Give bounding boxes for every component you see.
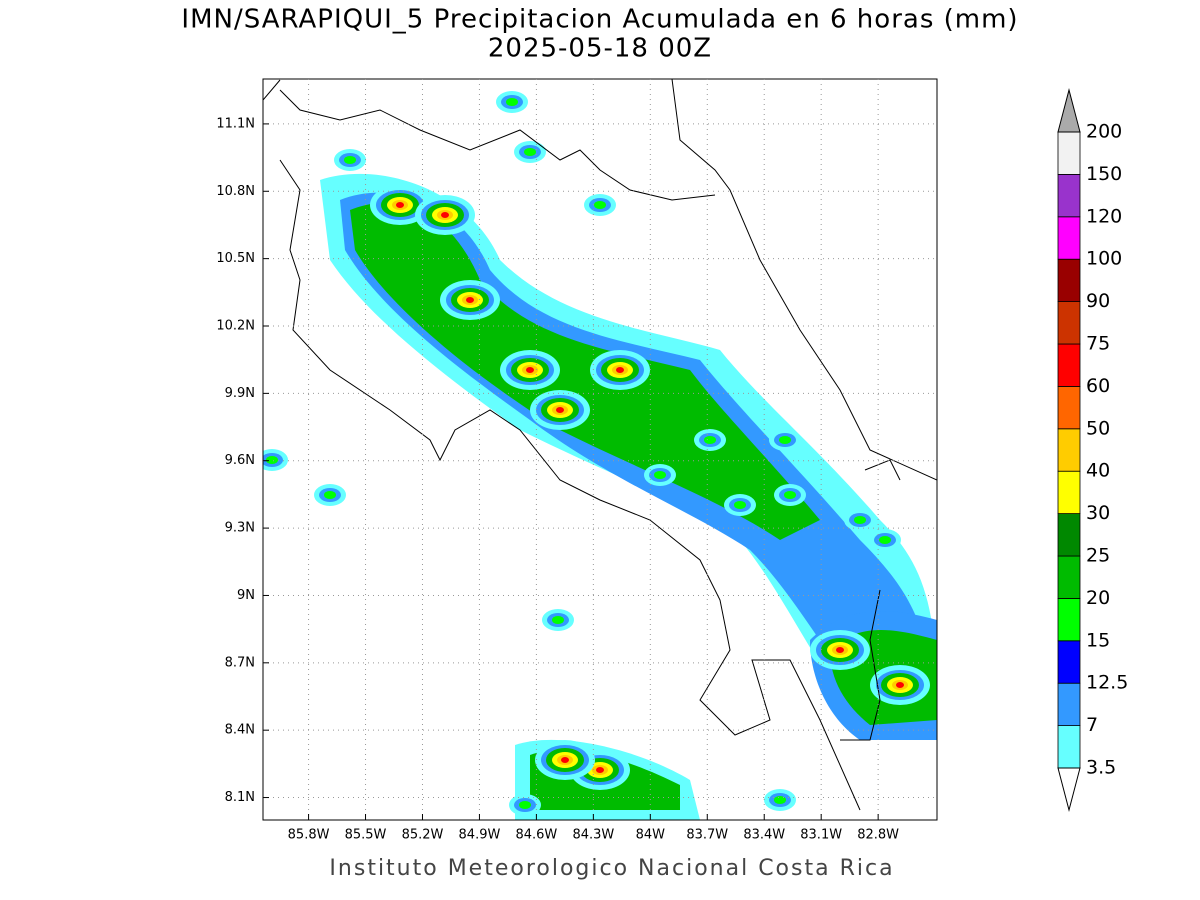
colorbar-box bbox=[1057, 173, 1081, 218]
colorbar-label: 150 bbox=[1086, 163, 1122, 185]
storm-cell bbox=[500, 350, 560, 390]
colorbar-box bbox=[1057, 258, 1081, 303]
colorbar-box bbox=[1057, 216, 1081, 260]
x-tick-label: 85.2W bbox=[402, 828, 444, 843]
shower-cell bbox=[724, 494, 756, 516]
x-tick-label: 83.1W bbox=[800, 828, 842, 843]
y-tick-label: 9N bbox=[237, 588, 255, 603]
colorbar-box bbox=[1057, 725, 1081, 769]
colorbar-box bbox=[1057, 343, 1081, 387]
storm-cell bbox=[810, 630, 870, 670]
shower-cell bbox=[263, 449, 288, 471]
colorbar-box bbox=[1057, 428, 1081, 472]
colorbar-box bbox=[1057, 470, 1081, 515]
rain-area bbox=[350, 202, 820, 540]
y-tick-label: 9.9N bbox=[225, 386, 255, 401]
colorbar-label: 25 bbox=[1086, 545, 1110, 567]
colorbar-box bbox=[1057, 598, 1081, 642]
colorbar-label: 60 bbox=[1086, 375, 1110, 397]
shower-cell bbox=[496, 91, 528, 113]
map-frame bbox=[262, 78, 938, 821]
colorbar-label: 30 bbox=[1086, 502, 1110, 524]
x-tick-label: 83.7W bbox=[686, 828, 728, 843]
storm-cell bbox=[415, 195, 475, 235]
y-tick-label: 10.2N bbox=[216, 319, 255, 334]
shower-cell bbox=[334, 149, 366, 171]
colorbar-box bbox=[1057, 131, 1081, 175]
storm-cell bbox=[535, 740, 595, 780]
colorbar-over bbox=[1057, 88, 1081, 133]
precipitation-field bbox=[263, 79, 937, 820]
colorbar-label: 40 bbox=[1086, 460, 1110, 482]
footer: Instituto Meteorologico Nacional Costa R… bbox=[329, 856, 894, 881]
shower-cell bbox=[769, 429, 801, 451]
colorbar-box bbox=[1057, 513, 1081, 557]
storm-cell bbox=[590, 350, 650, 390]
coastline bbox=[263, 79, 937, 811]
subtitle: 2025-05-18 00Z bbox=[488, 34, 712, 64]
colorbar-label: 12.5 bbox=[1086, 672, 1128, 694]
shower-cell bbox=[774, 484, 806, 506]
colorbar-label: 3.5 bbox=[1086, 757, 1116, 779]
x-tick-label: 84.9W bbox=[459, 828, 501, 843]
x-tick-label: 84W bbox=[636, 828, 666, 843]
colorbar-label: 7 bbox=[1086, 714, 1098, 736]
shower-cell bbox=[584, 194, 616, 216]
x-tick-label: 85.5W bbox=[345, 828, 387, 843]
colorbar-label: 20 bbox=[1086, 587, 1110, 609]
colorbar-label: 15 bbox=[1086, 629, 1110, 651]
colorbar-box bbox=[1057, 385, 1081, 430]
colorbar-label: 75 bbox=[1086, 333, 1110, 355]
colorbar-label: 50 bbox=[1086, 417, 1110, 439]
y-tick-label: 9.6N bbox=[225, 453, 255, 468]
colorbar-box bbox=[1057, 640, 1081, 684]
title: IMN/SARAPIQUI_5 Precipitacion Acumulada … bbox=[181, 5, 1018, 35]
shower-cell bbox=[542, 609, 574, 631]
shower-cell bbox=[644, 464, 676, 486]
storm-cell bbox=[530, 390, 590, 430]
colorbar-label: 90 bbox=[1086, 290, 1110, 312]
colorbar-label: 120 bbox=[1086, 205, 1122, 227]
colorbar-label: 200 bbox=[1086, 121, 1122, 143]
y-tick-label: 10.5N bbox=[216, 251, 255, 266]
x-tick-label: 84.3W bbox=[572, 828, 614, 843]
x-tick-label: 82.8W bbox=[857, 828, 899, 843]
colorbar-box bbox=[1057, 301, 1081, 345]
shower-cell bbox=[514, 141, 546, 163]
x-tick-label: 84.6W bbox=[515, 828, 557, 843]
colorbar-box bbox=[1057, 682, 1081, 727]
y-tick-label: 9.3N bbox=[225, 521, 255, 536]
colorbar-box bbox=[1057, 555, 1081, 599]
shower-cell bbox=[764, 789, 796, 811]
y-tick-label: 8.7N bbox=[225, 655, 255, 670]
x-tick-label: 83.4W bbox=[743, 828, 785, 843]
x-tick-label: 85.8W bbox=[288, 828, 330, 843]
colorbar-under bbox=[1057, 767, 1081, 812]
y-tick-label: 10.8N bbox=[216, 184, 255, 199]
storm-cell bbox=[870, 665, 930, 705]
storm-cell bbox=[440, 280, 500, 320]
y-tick-label: 8.4N bbox=[225, 723, 255, 738]
shower-cell bbox=[869, 529, 901, 551]
y-tick-label: 8.1N bbox=[225, 790, 255, 805]
colorbar-label: 100 bbox=[1086, 248, 1122, 270]
shower-cell bbox=[314, 484, 346, 506]
shower-cell bbox=[694, 429, 726, 451]
y-tick-label: 11.1N bbox=[216, 116, 255, 131]
